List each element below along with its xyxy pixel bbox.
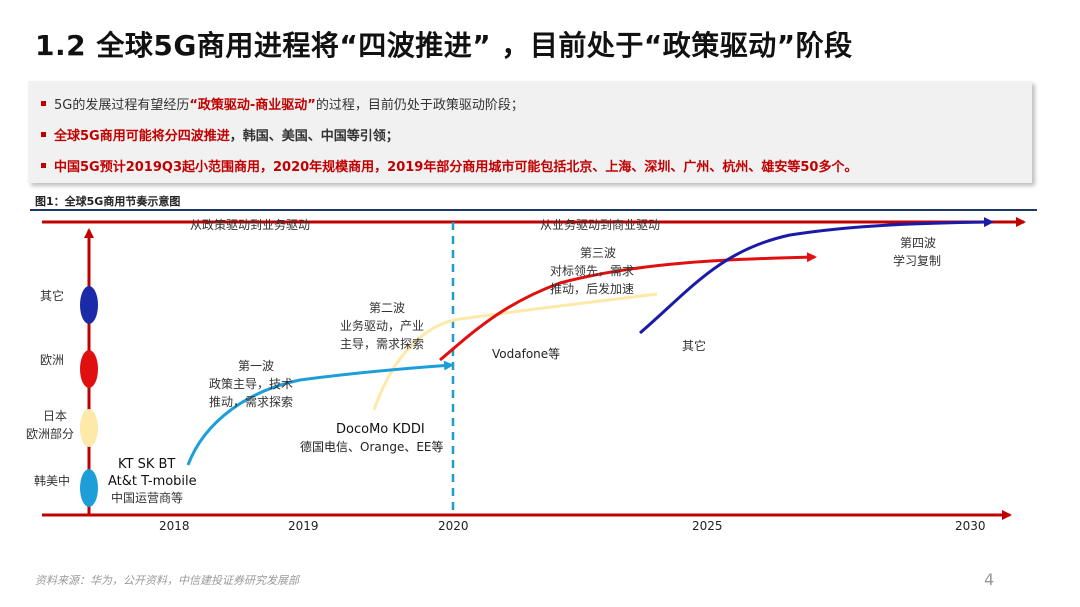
bullet-1-text: 5G的发展过程有望经历 bbox=[54, 98, 190, 113]
region-japan-ellipse bbox=[80, 409, 98, 447]
phase-label-left: 从政策驱动到业务驱动 bbox=[190, 217, 310, 232]
wave-4-curve bbox=[639, 217, 994, 335]
region-europe-ellipse bbox=[80, 350, 98, 388]
year-label: 2025 bbox=[692, 519, 723, 533]
wave-1-operators-3: 中国运营商等 bbox=[111, 490, 183, 505]
wave-4-operators: 其它 bbox=[682, 338, 706, 353]
bullet-2: 全球5G商用可能将分四波推进 ，韩国、美国、中国等引领； bbox=[41, 125, 399, 144]
wave-1-curve bbox=[186, 360, 454, 466]
page-title: 1.2 全球5G商用进程将“四波推进” ，目前处于“政策驱动”阶段 bbox=[35, 29, 853, 62]
year-label: 2019 bbox=[288, 519, 319, 533]
bullet-3: 中国5G预计2019Q3起小范围商用，2020年规模商用，2019年部分商用城市… bbox=[41, 156, 857, 175]
wave-2-operators-2: 德国电信、Orange、EE等 bbox=[300, 439, 444, 454]
source-note: 资料来源：华为，公开资料，中信建投证券研究发展部 bbox=[35, 574, 299, 587]
year-label: 2018 bbox=[159, 519, 190, 533]
year-label: 2030 bbox=[955, 519, 986, 533]
phase-label-right: 从业务驱动到商业驱动 bbox=[540, 217, 660, 232]
wave-1-title: 第一波 bbox=[238, 359, 274, 373]
wave-2-line-1: 业务驱动，产业 bbox=[340, 318, 424, 333]
wave-4-title: 第四波 bbox=[900, 236, 936, 250]
wave-3-line-2: 推动，后发加速 bbox=[550, 281, 634, 296]
wave-1-operators-2: At&t T-mobile bbox=[108, 474, 197, 489]
bullet-1-tail: 的过程，目前仍处于政策驱动阶段； bbox=[315, 98, 524, 113]
bullet-marker bbox=[41, 101, 46, 106]
bullet-1: 5G的发展过程有望经历 “政策驱动-商业驱动” 的过程，目前仍处于政策驱动阶段； bbox=[41, 94, 524, 113]
region-label-europe: 欧洲 bbox=[40, 353, 64, 367]
wave-3-line-1: 对标领先，需求 bbox=[550, 264, 634, 278]
wave-1-line-1: 政策主导，技术 bbox=[209, 377, 293, 391]
region-label-kuc: 韩美中 bbox=[34, 473, 70, 488]
bullet-1-highlight: “政策驱动-商业驱动” bbox=[189, 98, 316, 113]
wave-3-title: 第三波 bbox=[580, 246, 616, 260]
wave-3-curve bbox=[439, 252, 817, 362]
wave-2-curve bbox=[372, 292, 658, 411]
region-label-japan: 日本 bbox=[43, 409, 67, 423]
bullet-3-text: 中国5G预计2019Q3起小范围商用，2020年规模商用，2019年部分商用城市… bbox=[54, 160, 858, 175]
region-label-other: 其它 bbox=[40, 288, 64, 303]
wave-2-title: 第二波 bbox=[369, 301, 405, 315]
figure-caption: 图1：全球5G商用节奏示意图 bbox=[35, 195, 181, 208]
bullet-marker bbox=[41, 163, 46, 168]
wave-1-line-2: 推动，需求探索 bbox=[209, 395, 293, 409]
figure-rule bbox=[30, 209, 1037, 211]
bullet-2-highlight: 全球5G商用可能将分四波推进 bbox=[54, 129, 230, 144]
wave-2-operators-1: DocoMo KDDI bbox=[336, 422, 425, 437]
wave-1-operators-1: KT SK BT bbox=[118, 457, 175, 472]
wave-4-line-1: 学习复制 bbox=[893, 253, 941, 268]
summary-box: 5G的发展过程有望经历 “政策驱动-商业驱动” 的过程，目前仍处于政策驱动阶段；… bbox=[28, 81, 1032, 183]
wave-3-operators: Vodafone等 bbox=[492, 347, 560, 361]
page-number: 4 bbox=[984, 570, 995, 589]
year-label: 2020 bbox=[438, 519, 469, 533]
region-label-europe-part: 欧洲部分 bbox=[26, 426, 74, 441]
region-kuc-ellipse bbox=[80, 469, 98, 507]
region-other-ellipse bbox=[80, 286, 98, 324]
wave-2-line-2: 主导，需求探索 bbox=[340, 337, 424, 351]
bullet-2-tail: ，韩国、美国、中国等引领； bbox=[229, 129, 399, 144]
bullet-marker bbox=[41, 132, 46, 137]
